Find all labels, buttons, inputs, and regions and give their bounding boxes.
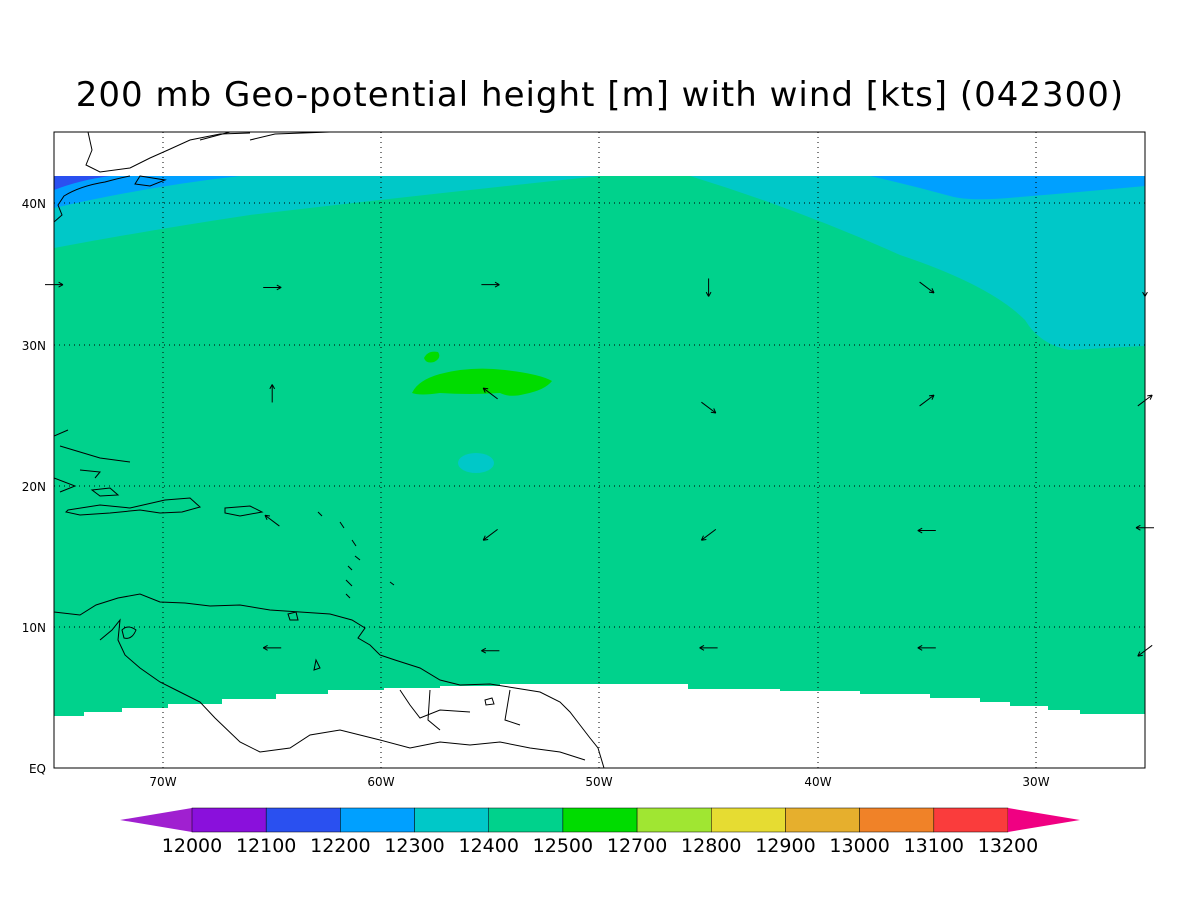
band-12700-blob bbox=[412, 368, 552, 396]
colorbar-label: 12900 bbox=[755, 835, 815, 857]
colorbar-box bbox=[488, 807, 564, 833]
lat-label: 10N bbox=[22, 621, 46, 635]
colorbar-label: 13100 bbox=[904, 835, 964, 857]
wind-arrow bbox=[917, 645, 936, 651]
lat-label: 20N bbox=[22, 480, 46, 494]
wind-arrow bbox=[481, 281, 500, 288]
wind-arrow bbox=[482, 387, 498, 400]
colorbar-box bbox=[265, 807, 341, 833]
lat-label: 40N bbox=[22, 197, 46, 211]
colorbar-box bbox=[933, 807, 1009, 833]
coastlines bbox=[54, 132, 605, 768]
colorbar-box bbox=[191, 807, 267, 833]
wind-arrow bbox=[701, 401, 717, 414]
colorbar-label: 12400 bbox=[459, 835, 519, 857]
wind-arrow bbox=[263, 284, 282, 291]
band-12400-east bbox=[690, 176, 1145, 350]
colorbar-label: 12300 bbox=[384, 835, 444, 857]
wind-arrow bbox=[482, 529, 498, 541]
colorbar-box bbox=[414, 807, 489, 833]
band-12400-west bbox=[54, 176, 600, 248]
map-frame bbox=[53, 131, 1146, 769]
band-12400-blob bbox=[458, 453, 494, 473]
lat-label: EQ bbox=[29, 762, 46, 776]
colorbar-low-triangle bbox=[120, 808, 192, 832]
band-12300-west bbox=[54, 176, 240, 208]
band-12300-east bbox=[870, 176, 1145, 200]
lon-label: 30W bbox=[1022, 775, 1049, 789]
band-12200-west bbox=[54, 176, 110, 190]
colorbar-label: 12000 bbox=[162, 835, 222, 857]
lon-axis-labels: 70W 60W 50W 40W 30W bbox=[149, 775, 1049, 789]
lon-label: 50W bbox=[585, 775, 612, 789]
lon-label: 40W bbox=[804, 775, 831, 789]
colorbar-label: 13000 bbox=[829, 835, 889, 857]
wind-arrow bbox=[699, 645, 718, 651]
wind-arrow bbox=[262, 645, 282, 651]
wind-arrow bbox=[705, 278, 712, 297]
colorbar-label: 12800 bbox=[681, 835, 741, 857]
colorbar-box bbox=[340, 807, 415, 833]
colorbar-box bbox=[711, 807, 786, 833]
wind-arrow bbox=[917, 527, 936, 534]
lon-label: 70W bbox=[149, 775, 176, 789]
colorbar-box bbox=[785, 807, 860, 833]
lon-label: 60W bbox=[367, 775, 394, 789]
wind-arrow bbox=[919, 394, 935, 407]
colorbar-label: 12100 bbox=[236, 835, 296, 857]
undefined-south bbox=[54, 684, 1145, 768]
band-12700-small bbox=[424, 351, 440, 363]
colorbar-box bbox=[859, 807, 935, 833]
undefined-north bbox=[54, 132, 1145, 176]
colorbar-label: 12200 bbox=[310, 835, 370, 857]
wind-arrow bbox=[481, 647, 500, 654]
colorbar-high-triangle bbox=[1008, 808, 1080, 832]
lat-label: 30N bbox=[22, 339, 46, 353]
wind-arrow bbox=[919, 281, 935, 294]
colorbar-label: 12700 bbox=[607, 835, 667, 857]
colorbar-box bbox=[636, 807, 712, 833]
wind-arrow bbox=[264, 514, 280, 527]
wind-arrow bbox=[700, 529, 717, 541]
lat-axis-labels: 40N 30N 20N 10N EQ bbox=[22, 197, 46, 776]
map-title: 200 mb Geo-potential height [m] with win… bbox=[75, 75, 1125, 115]
colorbar-label: 12500 bbox=[533, 835, 593, 857]
colorbar-box bbox=[562, 807, 638, 833]
grid-lines bbox=[54, 132, 1145, 768]
colorbar: 12000 12100 12200 12300 12400 12500 12700 12800… bbox=[120, 807, 1080, 857]
colorbar-label: 13200 bbox=[978, 835, 1038, 857]
wind-arrow bbox=[269, 384, 276, 403]
